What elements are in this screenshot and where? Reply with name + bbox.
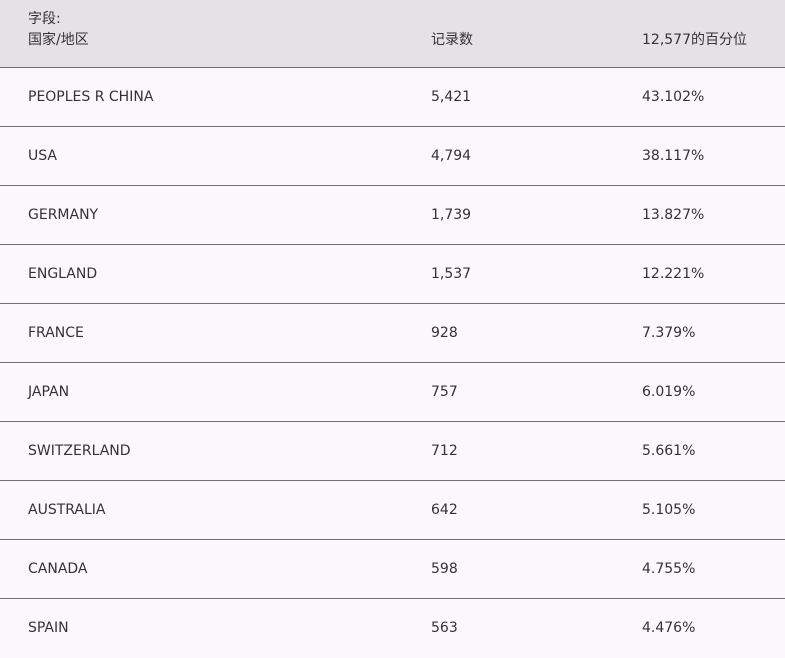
count-cell: 642 [431, 502, 458, 518]
column-header-country[interactable]: 国家/地区 [28, 32, 89, 48]
field-prefix-label: 字段: [28, 11, 61, 27]
country-cell: ENGLAND [28, 266, 98, 282]
table-header: 字段: 国家/地区 记录数 12,577的百分位 [0, 0, 785, 68]
table-row[interactable]: JAPAN 757 6.019% [0, 363, 785, 422]
country-cell: SPAIN [28, 620, 69, 636]
table-row[interactable]: PEOPLES R CHINA 5,421 43.102% [0, 68, 785, 127]
percent-cell: 7.379% [642, 325, 696, 341]
count-cell: 563 [431, 620, 458, 636]
country-cell: JAPAN [28, 384, 70, 400]
country-cell: GERMANY [28, 207, 99, 223]
table-row[interactable]: SWITZERLAND 712 5.661% [0, 422, 785, 481]
percent-cell: 6.019% [642, 384, 696, 400]
percent-cell: 5.661% [642, 443, 696, 459]
table-row[interactable]: GERMANY 1,739 13.827% [0, 186, 785, 245]
table-row[interactable]: AUSTRALIA 642 5.105% [0, 481, 785, 540]
percent-cell: 12.221% [642, 266, 705, 282]
count-cell: 4,794 [431, 148, 472, 164]
column-header-percent[interactable]: 12,577的百分位 [642, 32, 747, 48]
percent-cell: 5.105% [642, 502, 696, 518]
country-cell: AUSTRALIA [28, 502, 106, 518]
table-row[interactable]: CANADA 598 4.755% [0, 540, 785, 599]
count-cell: 598 [431, 561, 458, 577]
percent-cell: 38.117% [642, 148, 705, 164]
count-cell: 928 [431, 325, 458, 341]
country-cell: PEOPLES R CHINA [28, 89, 154, 105]
country-cell: FRANCE [28, 325, 84, 341]
percent-cell: 4.755% [642, 561, 696, 577]
count-cell: 712 [431, 443, 458, 459]
table-row[interactable]: ENGLAND 1,537 12.221% [0, 245, 785, 304]
country-cell: CANADA [28, 561, 88, 577]
country-cell: SWITZERLAND [28, 443, 131, 459]
count-cell: 757 [431, 384, 458, 400]
count-cell: 1,739 [431, 207, 472, 223]
table-row[interactable]: USA 4,794 38.117% [0, 127, 785, 186]
table-row[interactable]: FRANCE 928 7.379% [0, 304, 785, 363]
percent-cell: 13.827% [642, 207, 705, 223]
table-row[interactable]: SPAIN 563 4.476% [0, 599, 785, 658]
percent-cell: 43.102% [642, 89, 705, 105]
country-cell: USA [28, 148, 57, 164]
column-header-count[interactable]: 记录数 [431, 32, 473, 48]
count-cell: 5,421 [431, 89, 472, 105]
percent-cell: 4.476% [642, 620, 696, 636]
count-cell: 1,537 [431, 266, 472, 282]
